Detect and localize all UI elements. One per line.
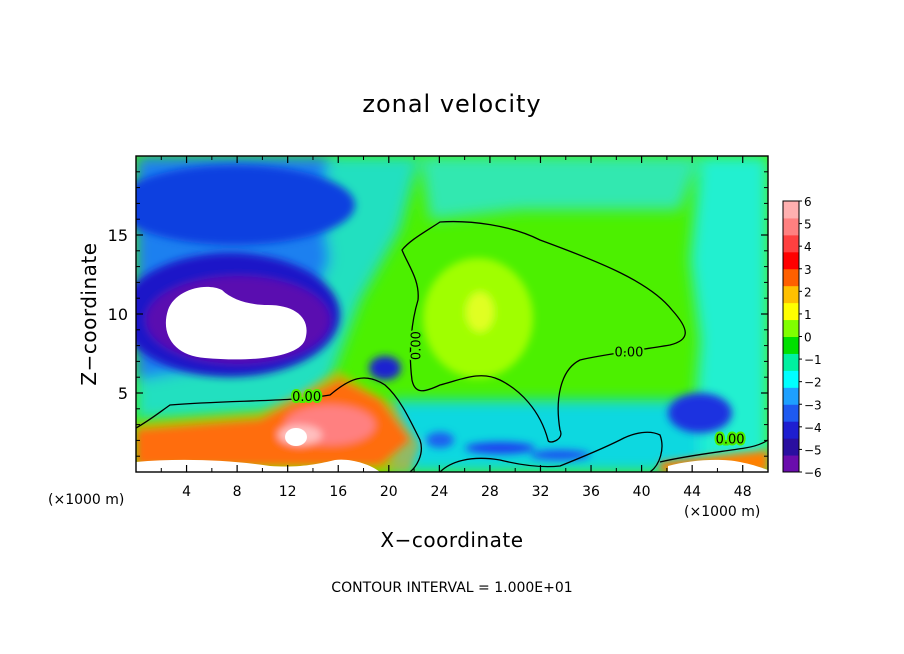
x-tick-label: 12: [279, 484, 297, 500]
colorbar-swatch: [783, 217, 799, 236]
x-tick-label: 32: [532, 484, 550, 500]
contour-zero-main: [401, 220, 686, 443]
colorbar-swatch: [783, 285, 799, 304]
colorbar-swatch: [783, 455, 799, 473]
velocity-field: [136, 156, 768, 472]
colorbar-tick-label: 6: [804, 195, 812, 209]
y-tick-label: 15: [108, 226, 128, 245]
field-region-cyan-top: [420, 156, 700, 220]
y-axis-label: Z−coordinate: [77, 242, 101, 385]
field-streak-blue-2: [530, 450, 590, 460]
field-region-lower-band: [390, 400, 700, 472]
contour-interval-note: CONTOUR INTERVAL = 1.000E+01: [331, 580, 572, 596]
colorbar-swatch: [783, 387, 799, 405]
colorbar-swatch: [783, 234, 799, 253]
colorbar-tick-label: −6: [804, 466, 822, 480]
x-tick-label: 44: [683, 484, 701, 500]
field-white-hole-left: [165, 286, 307, 360]
contour-zero-lower-mid: [439, 431, 663, 472]
contour-label-halo: 0.00: [614, 346, 643, 361]
colorbar-tick-label: 0: [804, 331, 812, 345]
field-blob-upper-blue: [136, 165, 355, 245]
colorbar-tick-label: −1: [804, 353, 822, 367]
contour-zero-lower-right: [659, 439, 768, 463]
colorbar-labels: 6 5 4 3 2 1 0 −1 −2 −3 −4 −5 −6: [799, 195, 822, 480]
y-tick-label: 5: [118, 384, 128, 403]
colorbar-tick-label: −4: [804, 421, 822, 435]
x-tick-label: 20: [380, 484, 398, 500]
field-region-orange-band: [136, 370, 420, 472]
x-tick-label: 48: [734, 484, 752, 500]
x-unit-label-left: (×1000 m): [48, 492, 124, 508]
colorbar-swatch: [783, 336, 799, 354]
colorbar-swatch: [783, 201, 799, 219]
x-unit-label-right: (×1000 m): [684, 504, 760, 520]
colorbar-tick-label: 5: [804, 218, 812, 232]
colorbar-tick-label: −5: [804, 443, 822, 457]
colorbar-swatch: [783, 251, 799, 270]
y-axis-ticks: 5 10 15: [108, 171, 768, 457]
x-tick-label: 36: [582, 484, 600, 500]
x-tick-label: 40: [633, 484, 651, 500]
field-streak-blue-1: [465, 442, 535, 454]
colorbar-swatch: [783, 319, 799, 337]
contour-zero-lower-left: [136, 377, 422, 472]
colorbar-tick-label: −2: [804, 376, 822, 390]
field-streak-blue-3: [426, 432, 454, 448]
x-tick-label: 8: [233, 484, 242, 500]
y-tick-label: 10: [108, 305, 128, 324]
contour-label-halo: 0.00: [409, 331, 424, 360]
field-region-cyan-right: [690, 156, 768, 472]
ground-terrain: [136, 459, 380, 472]
contour-label: 0.00: [409, 331, 424, 360]
colorbar-tick-label: 2: [804, 285, 812, 299]
x-tick-label: 16: [329, 484, 347, 500]
colorbar: [782, 200, 800, 473]
colorbar-swatch: [783, 353, 799, 371]
colorbar-tick-label: 4: [804, 240, 812, 254]
contour-label-halo: 0.00: [716, 433, 745, 448]
colorbar-tick-label: −3: [804, 398, 822, 412]
field-blob-yellow-core: [466, 292, 494, 332]
field-blob-blue-small: [369, 356, 401, 380]
field-white-hole-small: [285, 428, 307, 446]
x-tick-label: 28: [481, 484, 499, 500]
colorbar-swatch: [783, 370, 799, 388]
x-axis-ticks: 4 8 12 16 20 24 28 32 36 40 44 48: [160, 156, 752, 500]
contour-label: 0.00: [614, 346, 643, 361]
contour-label-halo: 0.00: [292, 390, 321, 405]
colorbar-swatch: [783, 268, 799, 287]
contour-label: 0.00: [292, 390, 321, 405]
contour-label: 0.00: [716, 433, 745, 448]
chart-title: zonal velocity: [362, 90, 541, 118]
field-blob-blue-right: [668, 393, 732, 433]
colorbar-tick-label: 3: [804, 263, 812, 277]
x-tick-label: 4: [182, 484, 191, 500]
x-tick-label: 24: [430, 484, 448, 500]
plot-area: 0.000.000.000.00 0.000.000.000.00: [136, 156, 768, 472]
colorbar-swatch: [783, 421, 799, 439]
colorbar-swatch: [783, 438, 799, 456]
x-axis-label: X−coordinate: [380, 528, 523, 552]
colorbar-swatch: [783, 302, 799, 321]
contour-labels: 0.000.000.000.00 0.000.000.000.00: [290, 329, 746, 449]
colorbar-tick-label: 1: [804, 308, 812, 322]
contour-lines: [136, 220, 768, 472]
colorbar-swatch: [783, 404, 799, 422]
